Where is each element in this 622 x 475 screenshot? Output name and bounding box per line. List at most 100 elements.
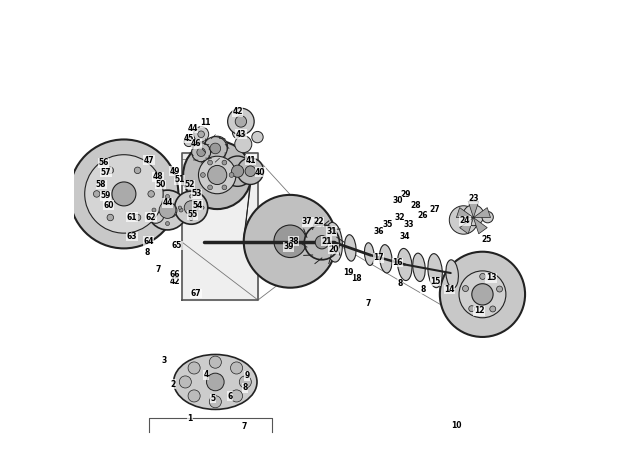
Text: 39: 39 [283,242,294,251]
Ellipse shape [413,253,425,282]
Polygon shape [468,201,479,218]
Text: 45: 45 [183,133,194,142]
Text: 57: 57 [101,168,111,177]
Text: 13: 13 [486,273,496,282]
Text: 18: 18 [351,274,362,283]
Circle shape [459,271,506,318]
Circle shape [192,143,200,151]
Circle shape [192,143,211,162]
Text: 34: 34 [399,232,410,241]
Circle shape [223,156,253,186]
Text: 40: 40 [255,168,266,177]
Circle shape [188,390,200,402]
Circle shape [183,141,251,209]
Text: 7: 7 [241,422,246,431]
Polygon shape [182,153,258,300]
Text: 62: 62 [146,213,156,222]
Text: 15: 15 [430,277,440,286]
Text: 56: 56 [98,158,109,167]
Circle shape [239,376,251,388]
Circle shape [112,182,136,206]
Text: 5: 5 [210,394,216,403]
Circle shape [148,190,154,197]
Circle shape [203,137,227,160]
Text: 44: 44 [162,199,173,208]
Circle shape [188,362,200,374]
Text: 19: 19 [343,267,353,276]
Text: 52: 52 [184,180,195,189]
Text: 9: 9 [244,371,249,380]
Circle shape [231,362,243,374]
Circle shape [179,376,192,388]
Circle shape [107,167,114,173]
Polygon shape [473,208,491,218]
Circle shape [469,306,475,312]
Text: 26: 26 [417,211,428,220]
Circle shape [480,274,486,279]
Text: 21: 21 [322,237,332,246]
Text: 17: 17 [373,253,384,262]
Text: 47: 47 [144,156,154,165]
Ellipse shape [428,254,442,288]
Circle shape [315,236,328,249]
Circle shape [237,158,264,184]
Text: 32: 32 [394,213,405,222]
Circle shape [233,126,246,139]
Ellipse shape [174,354,257,409]
Circle shape [179,206,182,209]
Circle shape [85,155,163,233]
Circle shape [163,203,177,218]
Text: 55: 55 [187,210,198,219]
Text: 64: 64 [143,237,154,246]
Text: 30: 30 [392,196,403,205]
Text: 58: 58 [96,180,106,189]
Circle shape [482,211,493,223]
Text: 43: 43 [236,130,246,139]
Text: 60: 60 [103,201,114,210]
Circle shape [222,185,227,190]
Text: 23: 23 [468,194,479,203]
Text: 41: 41 [246,156,256,165]
Text: 8: 8 [242,383,248,392]
Circle shape [152,208,156,212]
Circle shape [201,206,204,209]
Circle shape [159,202,176,218]
Circle shape [147,190,187,230]
Circle shape [197,148,205,157]
Circle shape [229,172,234,177]
Ellipse shape [325,222,342,262]
Circle shape [198,156,236,194]
Circle shape [463,285,468,292]
Polygon shape [473,218,487,234]
Text: 63: 63 [127,232,137,241]
Text: 53: 53 [191,190,202,199]
Circle shape [496,286,503,292]
Text: 38: 38 [288,237,299,246]
Text: 12: 12 [474,306,485,315]
Circle shape [198,131,205,138]
Circle shape [209,396,221,408]
Circle shape [93,190,100,197]
Circle shape [234,136,252,153]
Text: 46: 46 [191,139,202,148]
Text: 10: 10 [452,421,462,430]
Circle shape [208,160,213,165]
Text: 7: 7 [156,265,161,274]
Text: 33: 33 [403,220,414,229]
Ellipse shape [364,243,374,266]
Text: 16: 16 [392,258,402,267]
Circle shape [228,108,254,135]
Circle shape [463,205,484,226]
Ellipse shape [446,260,458,288]
Circle shape [449,206,478,234]
Text: 20: 20 [328,245,339,254]
Text: 1: 1 [188,414,193,423]
Text: 8: 8 [145,248,151,257]
Text: 25: 25 [481,236,491,244]
Text: 2: 2 [170,380,175,389]
Text: 22: 22 [313,218,324,227]
Ellipse shape [397,248,412,281]
Polygon shape [457,208,473,218]
Circle shape [165,221,169,226]
Text: 27: 27 [430,205,440,214]
